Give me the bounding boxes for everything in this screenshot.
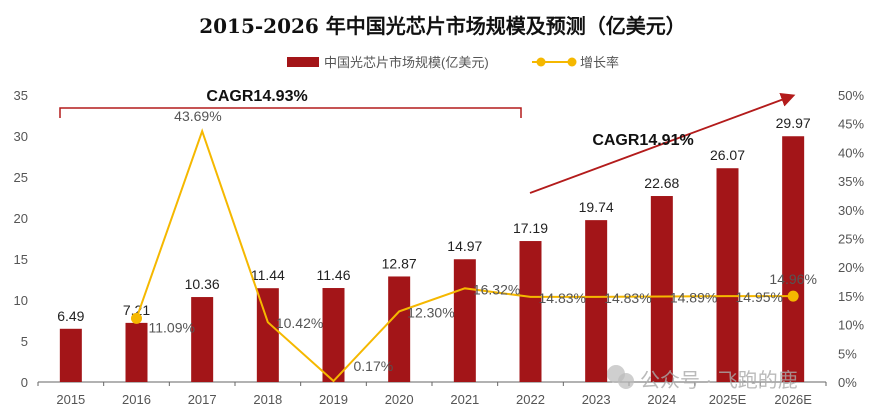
x-tick-label: 2026E <box>774 392 812 407</box>
bar <box>388 276 411 382</box>
bar <box>59 328 82 382</box>
growth-label: 14.89% <box>670 290 717 306</box>
bar <box>585 220 608 382</box>
legend-bar-swatch <box>287 57 319 67</box>
watermark: 公众号 · 飞跑的鹿 <box>640 369 798 392</box>
growth-label: 16.32% <box>473 281 520 297</box>
growth-label: 11.09% <box>149 319 195 335</box>
x-tick-label: 2021 <box>450 392 479 407</box>
cagr-label-1: CAGR14.93% <box>206 88 307 105</box>
x-tick-label: 2025E <box>709 392 747 407</box>
bar-label: 6.49 <box>57 308 84 324</box>
growth-label: 14.95% <box>736 289 783 305</box>
bar-label: 22.68 <box>644 175 679 191</box>
growth-label: 14.83% <box>604 290 651 306</box>
bar-label: 11.46 <box>317 267 351 283</box>
bar-label: 26.07 <box>710 147 745 163</box>
y2-tick-label: 0% <box>838 375 857 390</box>
x-tick-label: 2022 <box>516 392 545 407</box>
growth-point <box>787 290 799 302</box>
x-tick-label: 2019 <box>319 392 348 407</box>
x-tick-label: 2016 <box>122 392 151 407</box>
legend-line-dot <box>536 57 546 67</box>
x-tick-label: 2018 <box>253 392 282 407</box>
growth-label: 12.30% <box>407 304 454 320</box>
bar-label: 12.87 <box>382 255 417 271</box>
bar-label: 14.97 <box>447 238 482 254</box>
cagr-arrow <box>529 92 796 194</box>
y-tick-label: 25 <box>14 170 28 185</box>
y2-tick-label: 15% <box>838 289 864 304</box>
x-tick-label: 2023 <box>582 392 611 407</box>
growth-label: 14.83% <box>539 290 586 306</box>
bar-label: 10.36 <box>185 276 220 292</box>
y-tick-label: 15 <box>14 252 28 267</box>
cagr-label-2: CAGR14.91% <box>592 132 693 149</box>
bar <box>453 259 476 382</box>
bar <box>191 297 214 382</box>
growth-label: 0.17% <box>354 358 394 374</box>
growth-point <box>131 312 142 324</box>
y2-tick-label: 50% <box>838 88 864 103</box>
y-tick-label: 20 <box>14 211 28 226</box>
legend-line-label: 增长率 <box>580 55 619 70</box>
legend-bar-label: 中国光芯片市场规模(亿美元) <box>324 55 489 70</box>
y-tick-label: 30 <box>14 129 28 144</box>
bar-label: 7.21 <box>123 302 150 318</box>
wechat-icon <box>618 373 634 389</box>
y2-tick-label: 45% <box>838 117 864 132</box>
y2-tick-label: 30% <box>838 203 864 218</box>
bar <box>782 136 805 382</box>
y2-tick-label: 5% <box>838 346 857 361</box>
bar-label: 29.97 <box>776 115 811 131</box>
legend-line-dot <box>567 57 577 67</box>
bar-label: 11.44 <box>251 267 285 283</box>
bar-label: 17.19 <box>513 220 548 236</box>
chart-title: 2015-2026 年中国光芯片市场规模及预测（亿美元） <box>199 14 686 38</box>
cagr-bracket <box>59 107 522 118</box>
y2-tick-label: 25% <box>838 232 864 247</box>
y2-tick-label: 35% <box>838 174 864 189</box>
bar-label: 19.74 <box>579 199 614 215</box>
y-tick-label: 5 <box>21 334 28 349</box>
bar <box>125 322 148 382</box>
y2-tick-label: 40% <box>838 145 864 160</box>
y-tick-label: 35 <box>14 88 28 103</box>
growth-label: 43.69% <box>174 108 221 124</box>
growth-line <box>135 128 794 383</box>
bar <box>322 288 345 382</box>
bar <box>256 288 279 382</box>
bar <box>519 241 542 382</box>
bar <box>650 196 673 382</box>
x-tick-label: 2017 <box>188 392 217 407</box>
growth-label: 10.42% <box>276 315 323 331</box>
x-tick-label: 2024 <box>647 392 676 407</box>
y2-tick-label: 20% <box>838 260 864 275</box>
x-tick-label: 2015 <box>56 392 85 407</box>
y-tick-label: 10 <box>14 293 28 308</box>
y-tick-label: 0 <box>21 375 28 390</box>
x-tick-label: 2020 <box>385 392 414 407</box>
bar <box>716 168 739 382</box>
y2-tick-label: 10% <box>838 318 864 333</box>
growth-label: 14.96% <box>769 271 816 287</box>
